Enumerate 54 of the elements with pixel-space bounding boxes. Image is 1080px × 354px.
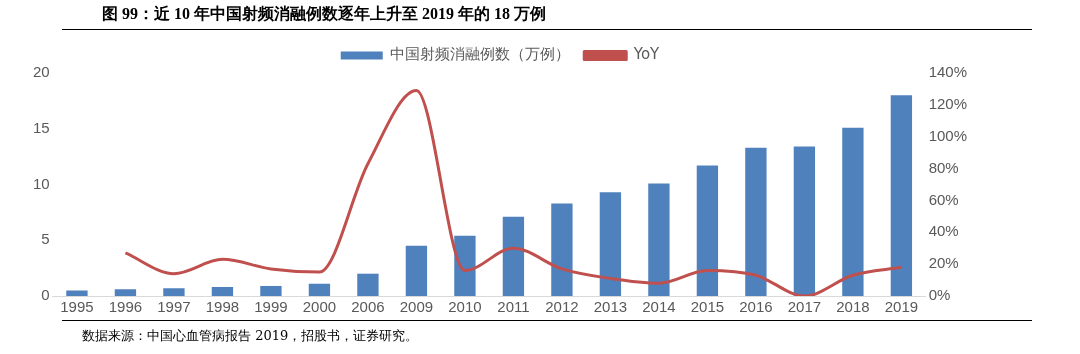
- bar: [454, 235, 476, 296]
- bar: [502, 216, 525, 296]
- y2-tick-label: 140%: [928, 63, 968, 81]
- bar: [648, 183, 670, 296]
- x-tick-label: 2017: [787, 298, 822, 316]
- y2-tick-label: 0%: [928, 286, 951, 304]
- bar: [745, 147, 767, 296]
- x-tick-label: 2013: [593, 298, 628, 316]
- x-tick-label: 2015: [690, 298, 725, 316]
- x-tick-label: 2010: [448, 298, 482, 316]
- bar: [890, 95, 913, 296]
- x-tick-label: 1999: [254, 298, 288, 316]
- x-tick-label: 1995: [60, 298, 94, 316]
- y-tick-label: 5: [41, 230, 50, 248]
- x-tick-label: 2000: [302, 298, 337, 316]
- y2-tick-label: 120%: [928, 95, 968, 112]
- bar: [260, 285, 282, 296]
- bar: [842, 127, 864, 296]
- line-series: [123, 89, 903, 296]
- x-tick-label: 2009: [399, 298, 434, 316]
- bar: [114, 289, 137, 296]
- y2-tick-label: 100%: [928, 126, 968, 144]
- source-note: 数据来源：中国心血管病报告 2019，招股书，证券研究。: [82, 327, 420, 345]
- bar: [211, 287, 234, 296]
- y-tick-label: 20: [33, 63, 50, 81]
- bar: [66, 290, 88, 296]
- y2-tick-label: 40%: [928, 222, 959, 240]
- y2-tick-label: 80%: [928, 158, 959, 176]
- x-tick-label: 2011: [497, 298, 530, 316]
- bar: [405, 245, 428, 296]
- y-tick-label: 10: [33, 174, 50, 192]
- x-tick-label: 1996: [108, 298, 143, 316]
- x-tick-label: 2006: [351, 298, 385, 316]
- x-tick-label: 2016: [739, 298, 773, 316]
- y2-tick-label: 20%: [928, 254, 959, 272]
- bar: [599, 192, 622, 296]
- x-tick-label: 1998: [205, 298, 240, 316]
- y-tick-label: 0: [41, 286, 50, 304]
- x-tick-label: 2019: [884, 298, 919, 316]
- x-tick-label: 1997: [157, 298, 191, 316]
- x-tick-label: 2012: [545, 298, 579, 316]
- bar: [163, 288, 185, 296]
- bar: [357, 273, 379, 296]
- chart-title: 图 99：近 10 年中国射频消融例数逐年上升至 2019 年的 18 万例: [62, 0, 1032, 30]
- bar: [696, 165, 719, 296]
- x-tick-label: 2018: [836, 298, 870, 316]
- y2-tick-label: 60%: [928, 190, 959, 208]
- bar: [308, 283, 331, 296]
- legend-label: YoY: [632, 45, 661, 64]
- bar: [551, 203, 573, 296]
- legend-label: 中国射频消融例数（万例）: [390, 45, 571, 64]
- bar: [793, 146, 816, 296]
- y-tick-label: 15: [33, 118, 50, 136]
- x-tick-label: 2014: [642, 298, 676, 316]
